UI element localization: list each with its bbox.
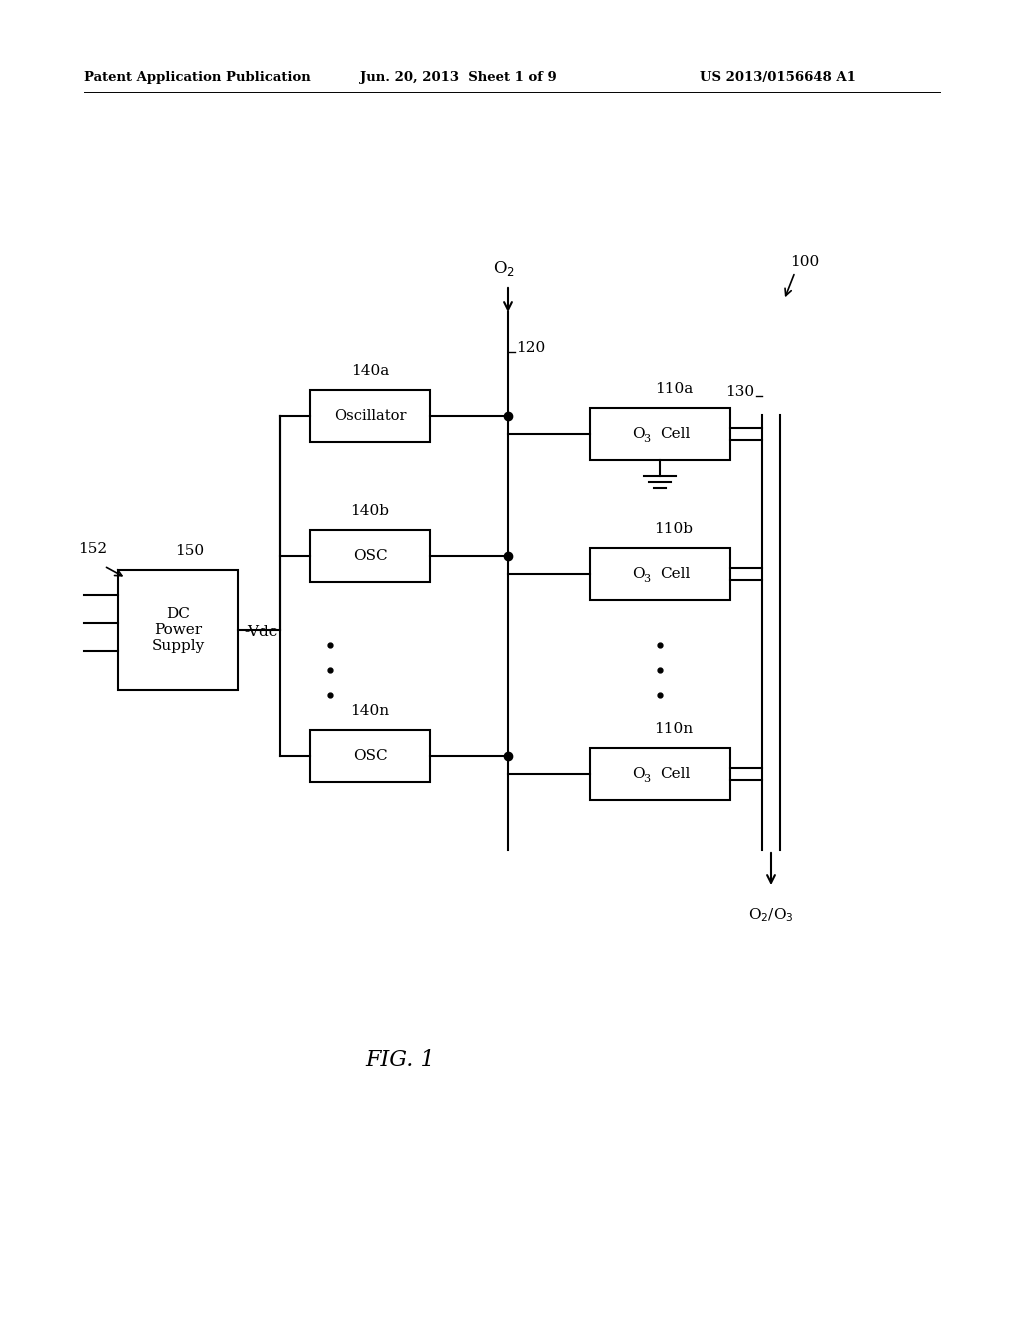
Text: 110b: 110b xyxy=(654,521,693,536)
Bar xyxy=(310,389,430,442)
Text: US 2013/0156648 A1: US 2013/0156648 A1 xyxy=(700,71,856,84)
Text: Oscillator: Oscillator xyxy=(334,409,407,422)
Text: 130: 130 xyxy=(725,385,754,399)
Text: 3: 3 xyxy=(643,434,650,444)
Text: O: O xyxy=(632,767,644,781)
Bar xyxy=(310,730,430,781)
Text: O: O xyxy=(632,568,644,581)
Text: OSC: OSC xyxy=(352,748,387,763)
Text: OSC: OSC xyxy=(352,549,387,564)
Text: Patent Application Publication: Patent Application Publication xyxy=(84,71,310,84)
Bar xyxy=(590,748,730,800)
Text: 100: 100 xyxy=(790,255,819,269)
Text: Cell: Cell xyxy=(659,568,690,581)
Text: 140a: 140a xyxy=(351,364,389,378)
Text: 3: 3 xyxy=(643,574,650,583)
Text: 110a: 110a xyxy=(655,381,693,396)
Text: Cell: Cell xyxy=(659,426,690,441)
Text: O$_2$/O$_3$: O$_2$/O$_3$ xyxy=(749,906,794,924)
Text: 140n: 140n xyxy=(350,704,389,718)
Text: -Vdc: -Vdc xyxy=(244,624,278,639)
Text: 110n: 110n xyxy=(654,722,693,737)
Text: 140b: 140b xyxy=(350,504,389,517)
Text: Cell: Cell xyxy=(659,767,690,781)
Text: O$_2$: O$_2$ xyxy=(493,259,515,277)
Bar xyxy=(590,548,730,601)
Text: Jun. 20, 2013  Sheet 1 of 9: Jun. 20, 2013 Sheet 1 of 9 xyxy=(360,71,557,84)
Bar xyxy=(310,531,430,582)
Bar xyxy=(118,570,238,690)
Text: 3: 3 xyxy=(643,774,650,784)
Text: FIG. 1: FIG. 1 xyxy=(366,1049,435,1071)
Bar xyxy=(590,408,730,459)
Text: O: O xyxy=(632,426,644,441)
Text: DC
Power
Supply: DC Power Supply xyxy=(152,607,205,653)
Text: 120: 120 xyxy=(516,341,545,355)
Text: 150: 150 xyxy=(175,544,205,558)
Text: 152: 152 xyxy=(79,543,108,556)
